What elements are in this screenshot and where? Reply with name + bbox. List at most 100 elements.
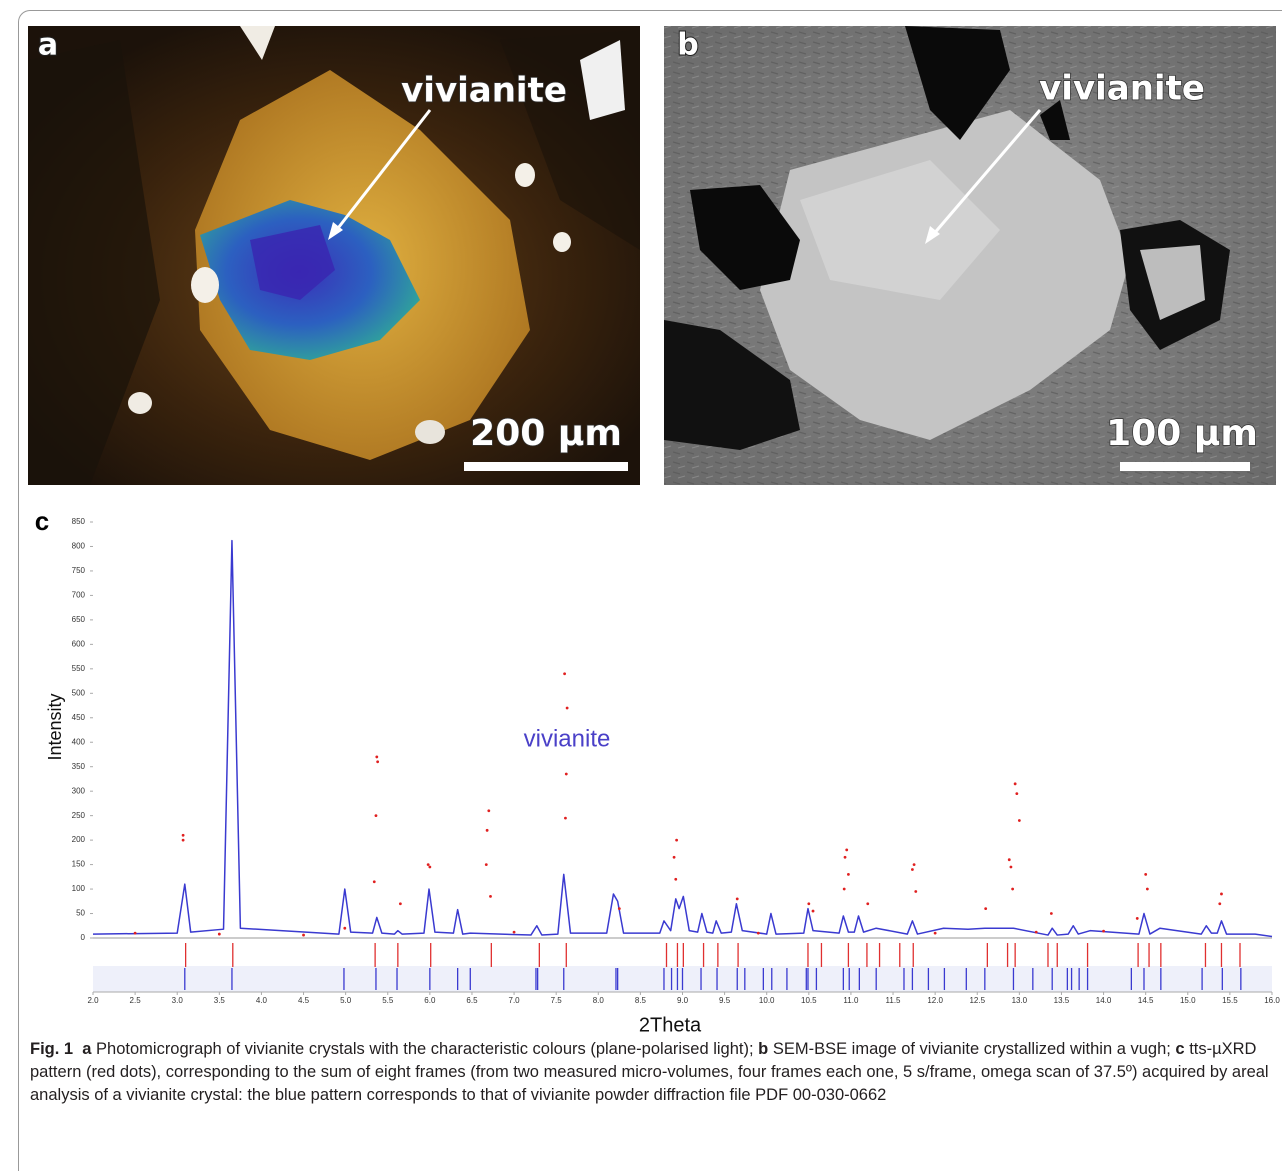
- x-tick-label: 2.0: [87, 996, 99, 1005]
- scale-bar-label: 200 µm: [470, 413, 622, 454]
- x-tick-label: 3.0: [172, 996, 184, 1005]
- data-point: [1010, 866, 1013, 869]
- data-point: [489, 895, 492, 898]
- data-point: [182, 834, 185, 837]
- x-tick-label: 7.5: [551, 996, 563, 1005]
- data-point: [375, 814, 378, 817]
- data-point: [218, 933, 221, 936]
- x-tick-label: 7.0: [509, 996, 521, 1005]
- caption-key: b: [758, 1040, 768, 1058]
- data-point: [134, 932, 137, 935]
- data-point: [1136, 917, 1139, 920]
- data-point: [1144, 873, 1147, 876]
- x-tick-label: 15.5: [1222, 996, 1238, 1005]
- data-point: [844, 856, 847, 859]
- data-point: [847, 873, 850, 876]
- y-tick-label: 750: [72, 566, 86, 575]
- data-point: [1011, 888, 1014, 891]
- data-point: [564, 817, 567, 820]
- x-tick-label: 14.5: [1138, 996, 1154, 1005]
- annotation: vivianite: [1039, 69, 1205, 109]
- xrd-chart: c vivianite 2Theta Intensity 05010015020…: [35, 506, 1281, 1035]
- data-point: [1018, 819, 1021, 822]
- data-point: [566, 707, 569, 710]
- x-tick-label: 6.5: [466, 996, 478, 1005]
- data-point: [812, 910, 815, 913]
- x-tick-label: 15.0: [1180, 996, 1196, 1005]
- data-point: [934, 932, 937, 935]
- x-tick-label: 4.0: [256, 996, 268, 1005]
- x-tick-label: 4.5: [298, 996, 310, 1005]
- data-point: [563, 672, 566, 675]
- data-point: [485, 863, 488, 866]
- y-tick-label: 400: [72, 737, 86, 746]
- data-point: [807, 902, 810, 905]
- x-tick-label: 12.5: [969, 996, 985, 1005]
- x-tick-label: 11.5: [886, 996, 902, 1005]
- y-tick-label: 200: [72, 835, 86, 844]
- photo-a: a vivianite 200 µm: [28, 26, 640, 485]
- data-point: [182, 839, 185, 842]
- data-point: [302, 934, 305, 937]
- data-point: [866, 902, 869, 905]
- x-tick-label: 5.0: [340, 996, 352, 1005]
- y-tick-label: 250: [72, 811, 86, 820]
- x-tick-label: 6.0: [424, 996, 436, 1005]
- x-tick-label: 14.0: [1096, 996, 1112, 1005]
- data-point: [736, 897, 739, 900]
- y-tick-label: 450: [72, 713, 86, 722]
- x-tick-label: 16.0: [1264, 996, 1280, 1005]
- y-tick-label: 500: [72, 688, 86, 697]
- x-tick-label: 13.0: [1012, 996, 1028, 1005]
- data-point: [911, 868, 914, 871]
- data-point: [1035, 931, 1038, 934]
- data-point: [673, 856, 676, 859]
- y-tick-label: 350: [72, 762, 86, 771]
- data-point: [375, 756, 378, 759]
- x-tick-label: 10.0: [759, 996, 775, 1005]
- x-tick-label: 10.5: [801, 996, 817, 1005]
- data-point: [399, 902, 402, 905]
- y-tick-label: 0: [81, 933, 86, 942]
- data-point: [1008, 858, 1011, 861]
- y-tick-label: 150: [72, 860, 86, 869]
- caption-label: Fig. 1: [30, 1040, 73, 1058]
- y-axis-label: Intensity: [45, 693, 65, 760]
- data-point: [1014, 782, 1017, 785]
- data-point: [427, 863, 430, 866]
- caption-key: c: [1175, 1040, 1184, 1058]
- scale-bar-label: 100 µm: [1106, 413, 1258, 454]
- data-point: [843, 888, 846, 891]
- y-tick-label: 800: [72, 542, 86, 551]
- data-point: [1050, 912, 1053, 915]
- panel-label: a: [38, 28, 58, 63]
- data-point: [1102, 930, 1105, 933]
- data-point: [618, 907, 621, 910]
- data-point: [984, 907, 987, 910]
- pattern-line: [93, 541, 1272, 937]
- x-axis-label: 2Theta: [639, 1014, 702, 1035]
- data-point: [1146, 888, 1149, 891]
- photo-b: b vivianite 100 µm: [664, 26, 1276, 485]
- y-tick-label: 700: [72, 591, 86, 600]
- y-tick-label: 50: [76, 909, 85, 918]
- y-tick-label: 850: [72, 517, 86, 526]
- x-tick-label: 3.5: [214, 996, 226, 1005]
- data-point: [513, 931, 516, 934]
- x-tick-label: 9.5: [719, 996, 731, 1005]
- data-point: [914, 890, 917, 893]
- y-tick-label: 100: [72, 884, 86, 893]
- panel-label: b: [677, 28, 698, 63]
- data-point: [376, 760, 379, 763]
- x-tick-label: 2.5: [130, 996, 142, 1005]
- data-point: [565, 773, 568, 776]
- y-tick-label: 650: [72, 615, 86, 624]
- data-point: [674, 878, 677, 881]
- data-point: [845, 849, 848, 852]
- x-tick-label: 11.0: [843, 996, 859, 1005]
- data-point: [913, 863, 916, 866]
- x-tick-label: 5.5: [382, 996, 394, 1005]
- data-point: [343, 927, 346, 930]
- data-point: [675, 839, 678, 842]
- data-point: [373, 880, 376, 883]
